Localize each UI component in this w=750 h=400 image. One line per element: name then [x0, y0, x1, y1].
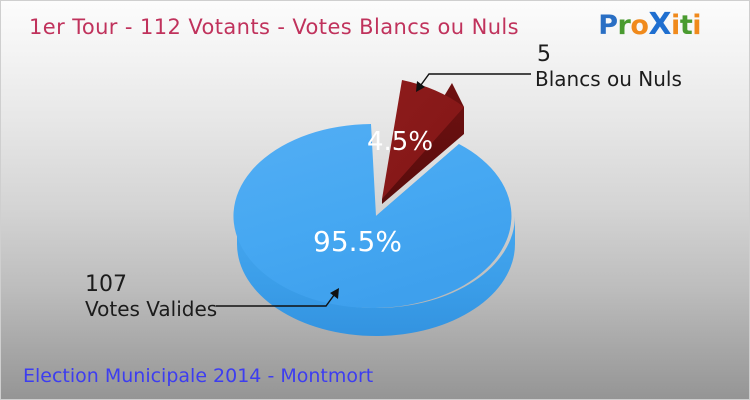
- logo-letter-t: t: [679, 10, 693, 41]
- callout-line-blancs-ou-nuls: [416, 73, 531, 92]
- callout-line-votes-valides: [216, 288, 339, 307]
- logo-letter-r: r: [617, 10, 631, 41]
- chart-footer: Election Municipale 2014 - Montmort: [23, 365, 374, 387]
- callout-votes-valides-label: Votes Valides: [85, 297, 218, 322]
- page-title: 1er Tour - 112 Votants - Votes Blancs ou…: [29, 15, 519, 39]
- pie-slice-votes-valides[interactable]: [233, 124, 515, 336]
- callout-blancs-ou-nuls-label: Blancs ou Nuls: [535, 67, 682, 92]
- pie-slice-votes-valides-top: [233, 124, 512, 308]
- logo-letter-i1: i: [671, 10, 680, 41]
- logo-letter-o: o: [630, 10, 649, 41]
- logo-letter-p: P: [598, 10, 618, 41]
- logo-letter-x: X: [648, 7, 672, 42]
- callout-blancs-ou-nuls: 5 Blancs ou Nuls: [535, 43, 682, 92]
- callout-votes-valides: 107 Votes Valides: [85, 273, 217, 322]
- proxiti-logo[interactable]: ProXiti: [598, 10, 701, 40]
- callout-votes-valides-value: 107: [85, 272, 127, 297]
- pie-slice-blancs-ou-nuls-top: [382, 80, 464, 199]
- pie-slice-blancs-ou-nuls[interactable]: [382, 80, 464, 204]
- logo-letter-i2: i: [692, 10, 701, 41]
- callout-blancs-ou-nuls-value: 5: [537, 42, 551, 67]
